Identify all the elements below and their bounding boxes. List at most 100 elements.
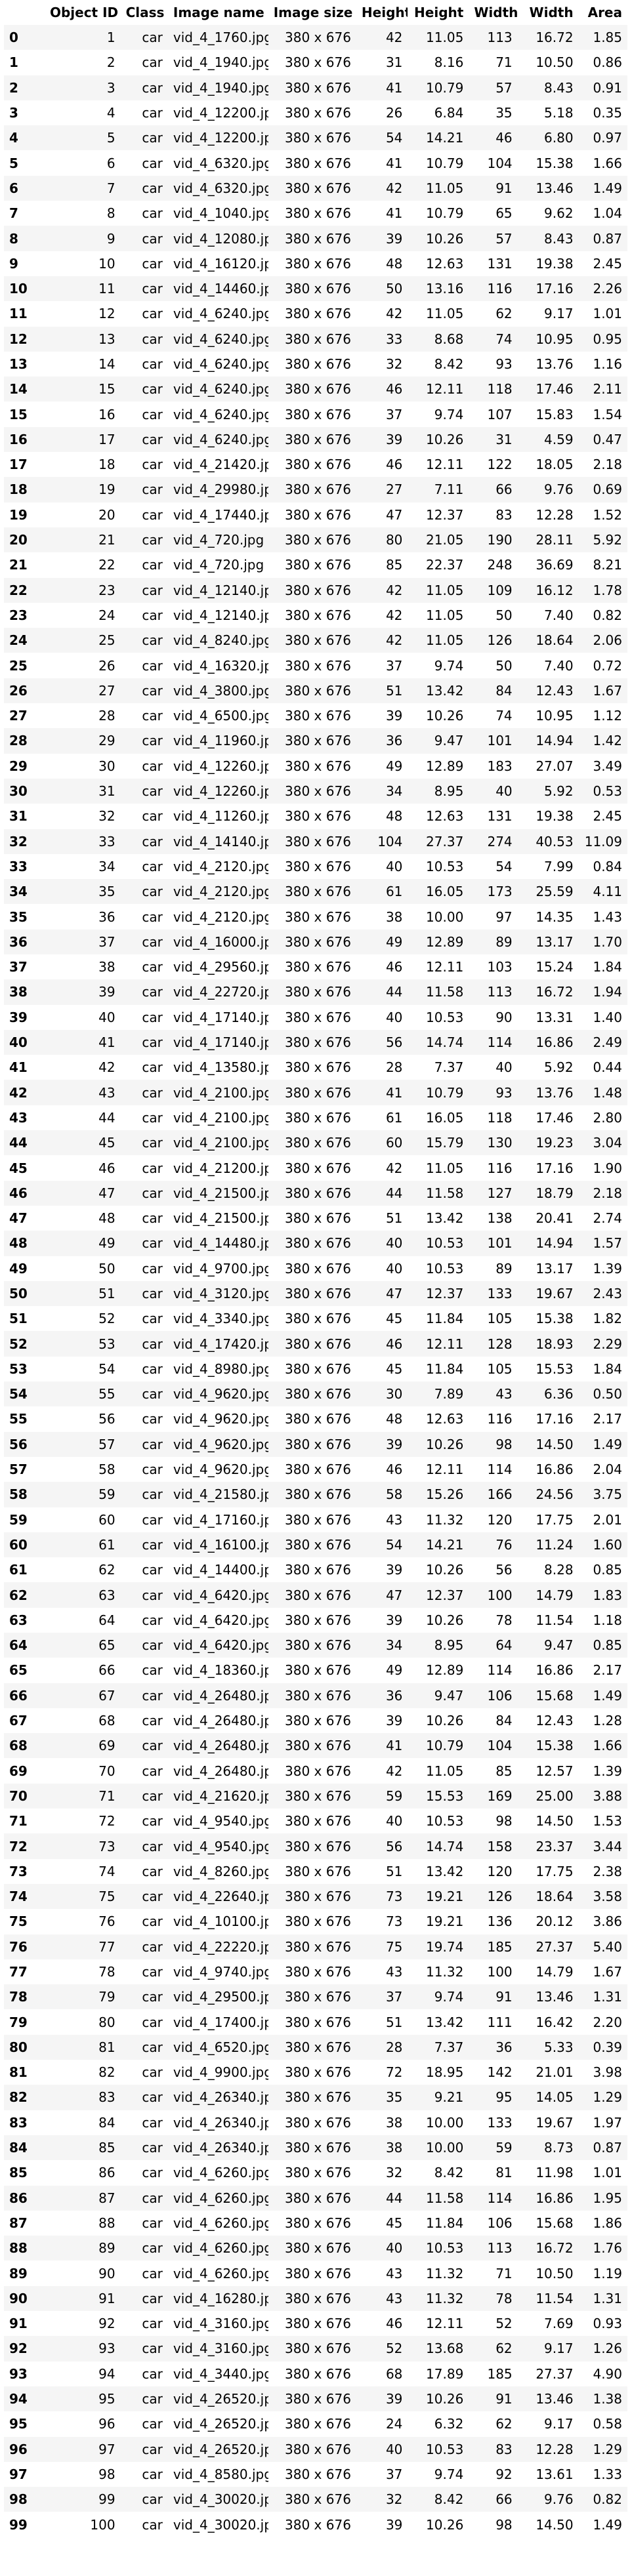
class-cell: car — [120, 1029, 168, 1055]
image-name-cell: vid_4_6240.jpg — [167, 426, 268, 453]
class-cell: car — [142, 1210, 163, 1227]
height-pct-cell: 15.26 — [408, 1482, 469, 1507]
width-px-cell: 56 — [495, 1562, 513, 1578]
area-cell: 0.86 — [593, 54, 622, 71]
table-row: 56 57 car vid_4_9620.jpg 380 x 676 39 10.26 98 1… — [4, 1431, 627, 1457]
height-pct-cell: 6.32 — [434, 2416, 464, 2432]
height-pct-cell: 12.63 — [426, 255, 464, 272]
object-id-cell: 71 — [44, 1783, 121, 1809]
class-cell: car — [120, 2436, 168, 2462]
area-cell: 1.49 — [578, 175, 627, 201]
width-px-cell: 83 — [469, 2436, 518, 2462]
image-size-cell: 380 x 676 — [268, 1833, 356, 1859]
row-index: 73 — [9, 1863, 28, 1879]
object-id-cell: 83 — [44, 2085, 121, 2110]
height-pct-cell: 13.42 — [408, 678, 469, 704]
table-row: 92 93 car vid_4_3160.jpg 380 x 676 52 13.68 62 9… — [4, 2336, 627, 2361]
table-row: 11 12 car vid_4_6240.jpg 380 x 676 42 11.05 62 9… — [4, 301, 627, 326]
height-pct-cell: 9.74 — [434, 657, 464, 674]
width-px-cell: 116 — [487, 1411, 513, 1427]
image-size-cell: 380 x 676 — [268, 1633, 356, 1658]
table-row: 24 25 car vid_4_8240.jpg 380 x 676 42 11.05 126… — [4, 628, 627, 653]
image-name-cell: vid_4_17420.jpg — [167, 1331, 268, 1357]
object-id-cell: 48 — [98, 1210, 116, 1227]
image-size-cell: 380 x 676 — [285, 2365, 351, 2382]
object-id-cell: 67 — [44, 1683, 121, 1708]
width-pct-cell: 27.37 — [517, 1934, 579, 1959]
height-px-cell: 26 — [385, 105, 403, 121]
image-name-cell: vid_4_6420.jpg — [167, 1582, 268, 1608]
height-pct-cell: 10.26 — [408, 426, 469, 453]
height-px-cell: 48 — [385, 255, 403, 272]
area-cell: 1.57 — [578, 1231, 627, 1256]
width-pct-cell: 16.86 — [517, 2185, 579, 2211]
class-cell: car — [142, 2516, 163, 2533]
image-size-cell: 380 x 676 — [268, 678, 356, 704]
height-px-cell: 24 — [385, 2416, 403, 2432]
class-cell: car — [120, 1280, 168, 1307]
class-cell: car — [120, 2135, 168, 2161]
area-cell: 1.95 — [578, 2185, 627, 2211]
image-size-cell: 380 x 676 — [285, 2316, 351, 2332]
height-px-cell: 32 — [356, 2487, 408, 2512]
image-name-cell: vid_4_29980.jpg — [167, 477, 268, 502]
width-px-cell: 138 — [487, 1210, 513, 1227]
row-index: 82 — [4, 2085, 45, 2110]
class-cell: car — [142, 2014, 163, 2030]
height-pct-cell: 10.26 — [426, 1612, 464, 1628]
height-pct-cell: 11.05 — [426, 1160, 464, 1176]
object-id-cell: 10 — [98, 255, 116, 272]
height-pct-cell: 12.89 — [426, 1662, 464, 1679]
width-px-cell: 127 — [469, 1180, 518, 1206]
height-px-cell: 58 — [356, 1482, 408, 1507]
table-row: 87 88 car vid_4_6260.jpg 380 x 676 45 11.84 106… — [4, 2211, 627, 2236]
image-size-cell: 380 x 676 — [285, 1059, 351, 1076]
height-pct-cell: 22.37 — [426, 557, 464, 573]
object-id-cell: 88 — [98, 2215, 116, 2231]
height-px-cell: 39 — [385, 2516, 403, 2533]
width-pct-cell: 27.07 — [536, 758, 574, 774]
image-size-cell: 380 x 676 — [268, 1683, 356, 1708]
height-px-cell: 40 — [356, 2436, 408, 2462]
height-px-cell: 42 — [356, 628, 408, 653]
image-name-cell: vid_4_12200.jpg — [167, 125, 268, 151]
object-id-cell: 86 — [98, 2165, 116, 2181]
class-cell: car — [120, 2236, 168, 2261]
image-name-cell: vid_4_3800.jpg — [167, 678, 268, 704]
area-cell: 0.91 — [578, 75, 627, 100]
image-size-cell: 380 x 676 — [268, 326, 356, 352]
width-px-cell: 105 — [487, 1360, 513, 1377]
class-cell: car — [142, 2064, 163, 2081]
height-px-cell: 39 — [356, 226, 408, 251]
area-cell: 2.17 — [593, 1662, 622, 1679]
row-index: 52 — [4, 1331, 45, 1357]
object-id-cell: 38 — [98, 959, 116, 975]
height-pct-cell: 12.37 — [408, 1582, 469, 1608]
width-pct-cell: 12.57 — [536, 1763, 574, 1779]
row-index: 96 — [4, 2436, 45, 2462]
width-pct-cell: 18.64 — [517, 1883, 579, 1910]
object-id-cell: 50 — [98, 1260, 116, 1277]
width-pct-cell: 8.43 — [517, 226, 579, 251]
object-id-cell: 82 — [98, 2064, 116, 2081]
width-pct-cell: 4.59 — [517, 426, 579, 453]
image-size-cell: 380 x 676 — [285, 1662, 351, 1679]
area-cell: 1.49 — [593, 2516, 622, 2533]
area-cell: 0.85 — [593, 1562, 622, 1578]
height-pct-cell: 19.74 — [408, 1934, 469, 1959]
image-size-cell: 380 x 676 — [268, 377, 356, 402]
object-id-cell: 20 — [98, 506, 116, 523]
width-pct-cell: 11.54 — [517, 2285, 579, 2312]
area-cell: 0.58 — [593, 2416, 622, 2432]
image-size-cell: 380 x 676 — [268, 527, 356, 553]
width-pct-cell: 15.24 — [536, 959, 574, 975]
class-cell: car — [120, 628, 168, 653]
class-cell: car — [120, 1080, 168, 1105]
class-cell: car — [142, 2416, 163, 2432]
height-pct-cell: 9.47 — [408, 1683, 469, 1708]
width-px-cell: 89 — [495, 1260, 513, 1277]
row-index: 16 — [4, 426, 45, 453]
object-id-cell: 99 — [44, 2487, 121, 2512]
width-pct-cell: 27.37 — [536, 2365, 574, 2382]
width-px-cell: 100 — [487, 1964, 513, 1980]
